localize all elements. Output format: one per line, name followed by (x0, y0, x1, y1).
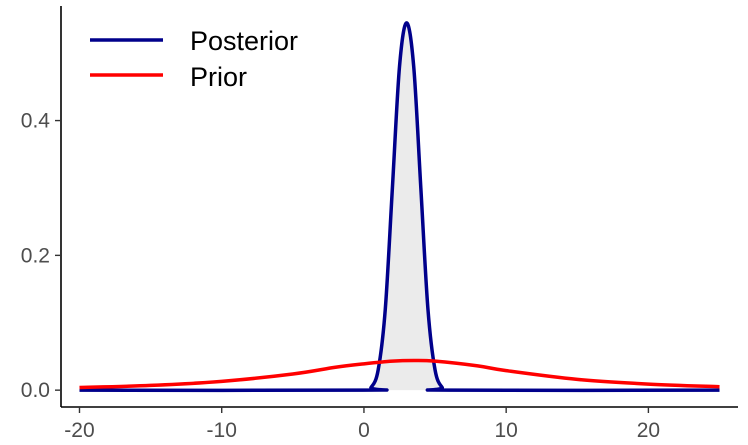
y-tick-label: 0.2 (21, 244, 50, 267)
x-tick-label: 0 (358, 419, 370, 442)
legend: Posterior Prior (90, 26, 298, 92)
x-tick-label: 20 (637, 419, 660, 442)
legend-label-prior: Prior (190, 62, 247, 92)
y-axis-ticks: 0.0 0.2 0.4 (21, 110, 61, 402)
plot-area (79, 21, 720, 393)
legend-item-posterior: Posterior (90, 26, 298, 56)
x-tick-label: 10 (494, 419, 517, 442)
posterior-area (79, 22, 720, 391)
x-axis-ticks: -20 -10 0 10 20 (64, 407, 660, 442)
legend-item-prior: Prior (90, 62, 247, 92)
y-tick-label: 0.0 (21, 379, 50, 402)
posterior-line (79, 21, 720, 393)
x-tick-label: -10 (207, 419, 237, 442)
x-tick-label: -20 (64, 419, 94, 442)
y-tick-label: 0.4 (21, 110, 51, 133)
legend-label-posterior: Posterior (190, 26, 298, 56)
prior-line (79, 358, 720, 390)
